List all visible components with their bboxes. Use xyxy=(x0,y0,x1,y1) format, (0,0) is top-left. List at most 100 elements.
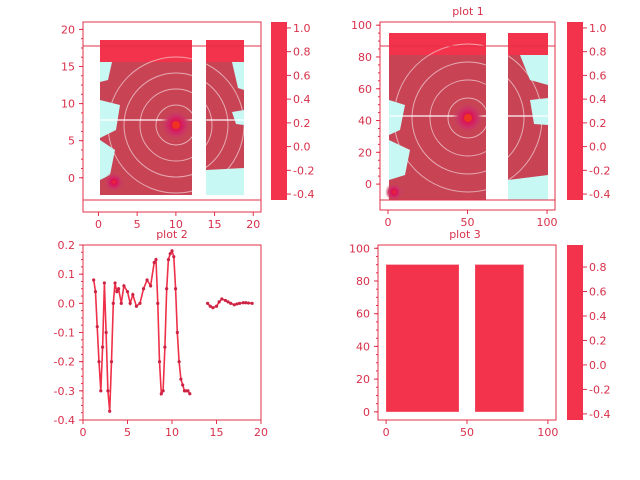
chart-heatmap-1: plot 1 1.0 0.8 0.6 0.4 0.2 0.0 -0.2 -0.4 0 50 100… xyxy=(351,5,610,229)
colorbar-tick-label: 1.0 xyxy=(293,22,311,35)
x-tick-label: 5 xyxy=(124,426,131,439)
axes-3: 0 50 100 0 20 40 60 80 100 xyxy=(349,242,558,439)
y-tick-label: 15 xyxy=(61,61,75,74)
y-tick-label: 100 xyxy=(349,242,370,255)
y-tick-label: 0 xyxy=(365,178,372,191)
top-strip-right-1 xyxy=(508,33,548,55)
line-series-path xyxy=(92,248,191,412)
y-tick-label: 0 xyxy=(68,172,75,185)
line-point xyxy=(99,389,103,393)
y-tick-label: 20 xyxy=(358,146,372,159)
line-point xyxy=(175,330,179,335)
line-point xyxy=(104,330,108,335)
colorbar-tick-label: 0.6 xyxy=(589,286,607,299)
x-tick-label: 50 xyxy=(461,216,475,229)
colorbar-tick-label: -0.4 xyxy=(293,188,314,201)
xaxis-frame-1 xyxy=(379,199,556,211)
x-tick-label: 10 xyxy=(165,426,179,439)
line-point xyxy=(165,287,169,291)
colorbar-tick-label: -0.4 xyxy=(589,408,610,421)
x-tick-label: 50 xyxy=(460,426,474,439)
colorbar-tick-label: -0.2 xyxy=(589,383,610,396)
line-point xyxy=(92,278,96,282)
xaxis-frame-0 xyxy=(82,199,262,213)
line-point xyxy=(244,301,248,305)
colorbar-tick-label: 0.2 xyxy=(589,117,607,130)
line-point xyxy=(102,281,106,285)
bar-group-3 xyxy=(386,264,524,412)
line-point xyxy=(106,389,110,393)
y-tick-label: 0.0 xyxy=(58,297,76,310)
hot-spot-corner-1 xyxy=(385,183,403,201)
line-point xyxy=(141,287,146,291)
line-series-2 xyxy=(92,248,254,413)
line-point xyxy=(241,301,245,305)
selection-box-1 xyxy=(379,21,556,47)
line-point xyxy=(122,284,126,288)
line-point xyxy=(131,292,135,297)
colorbar-tick-label: 0.8 xyxy=(589,46,607,59)
x-tick-label: 15 xyxy=(210,426,224,439)
colorbar-tick-label: -0.2 xyxy=(293,164,314,177)
x-tick-label: 100 xyxy=(537,426,558,439)
y-tick-label: 20 xyxy=(61,23,75,36)
line-point xyxy=(232,303,236,307)
y-tick-label: 100 xyxy=(351,19,372,32)
y-tick-label: 60 xyxy=(358,83,372,96)
top-strip-right xyxy=(206,40,244,62)
colorbar-ticks-1: 1.0 0.8 0.6 0.4 0.2 0.0 -0.2 -0.4 xyxy=(583,22,610,201)
line-point xyxy=(93,290,98,294)
cyan-patches-0 xyxy=(100,62,244,195)
colorbar-ticks-0: 1.0 0.8 0.6 0.4 0.2 0.0 -0.2 -0.4 xyxy=(287,22,314,201)
line-point xyxy=(117,287,121,291)
line-point xyxy=(113,281,117,285)
colorbar-ticks-3: 0.8 0.6 0.4 0.2 0.0 -0.2 -0.4 xyxy=(583,261,610,421)
chart-title-1: plot 1 xyxy=(452,5,484,18)
y-tick-label: -0.2 xyxy=(54,356,75,369)
colorbar-tick-label: 0.6 xyxy=(589,69,607,82)
line-point xyxy=(152,260,156,265)
y-tick-label: -0.3 xyxy=(54,385,75,398)
colorbar-3 xyxy=(567,245,583,420)
line-point xyxy=(161,389,165,393)
colorbar-tick-label: 0.8 xyxy=(293,46,311,59)
hot-spot-corner-0 xyxy=(104,172,124,192)
line-point xyxy=(119,301,123,305)
y-tick-label: -0.1 xyxy=(54,327,75,340)
x-tick-label: 20 xyxy=(254,426,268,439)
colorbar-tick-label: 0.4 xyxy=(589,93,607,106)
line-point xyxy=(95,325,99,329)
line-point xyxy=(166,257,171,262)
line-point xyxy=(211,306,215,310)
line-point xyxy=(217,300,221,304)
chart-title-3: plot 3 xyxy=(449,228,481,241)
colorbar-tick-label: 0.4 xyxy=(293,93,311,106)
line-point xyxy=(226,300,230,304)
chart-bar-3: plot 3 0.8 0.6 0.4 0.2 0.0 -0.2 -0.4 0 50 100 0 20… xyxy=(349,228,610,439)
colorbar-tick-label: 0.8 xyxy=(589,261,607,274)
x-tick-label: 15 xyxy=(208,218,222,231)
line-point xyxy=(170,249,174,253)
line-point xyxy=(168,252,172,256)
bar xyxy=(386,264,459,412)
hot-spot-main-core-0 xyxy=(172,121,180,129)
y-tick-label: 0 xyxy=(363,406,370,419)
colorbar-0 xyxy=(271,22,287,200)
line-point xyxy=(108,409,112,413)
line-point xyxy=(214,304,219,308)
colorbar-tick-label: -0.4 xyxy=(589,188,610,201)
y-tick-label: 60 xyxy=(356,308,370,321)
line-point xyxy=(157,360,162,364)
colorbar-tick-label: 0.4 xyxy=(589,310,607,323)
line-point xyxy=(177,360,181,364)
y-tick-label: 80 xyxy=(358,51,372,64)
line-point xyxy=(100,345,105,349)
colorbar-tick-label: 1.0 xyxy=(589,22,607,35)
line-point xyxy=(220,297,224,301)
line-point xyxy=(115,290,119,294)
line-point xyxy=(172,255,176,259)
line-point xyxy=(235,302,239,306)
colorbar-tick-label: 0.0 xyxy=(293,141,311,154)
chart-title-2: plot 2 xyxy=(156,228,188,241)
